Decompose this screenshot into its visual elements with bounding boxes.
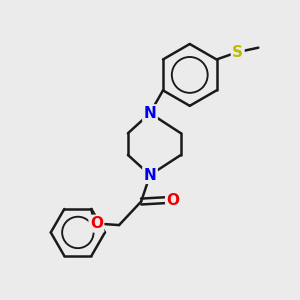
- Text: O: O: [167, 193, 179, 208]
- Text: S: S: [232, 45, 243, 60]
- Text: O: O: [90, 216, 103, 231]
- Text: N: N: [144, 167, 156, 182]
- Text: N: N: [144, 106, 156, 121]
